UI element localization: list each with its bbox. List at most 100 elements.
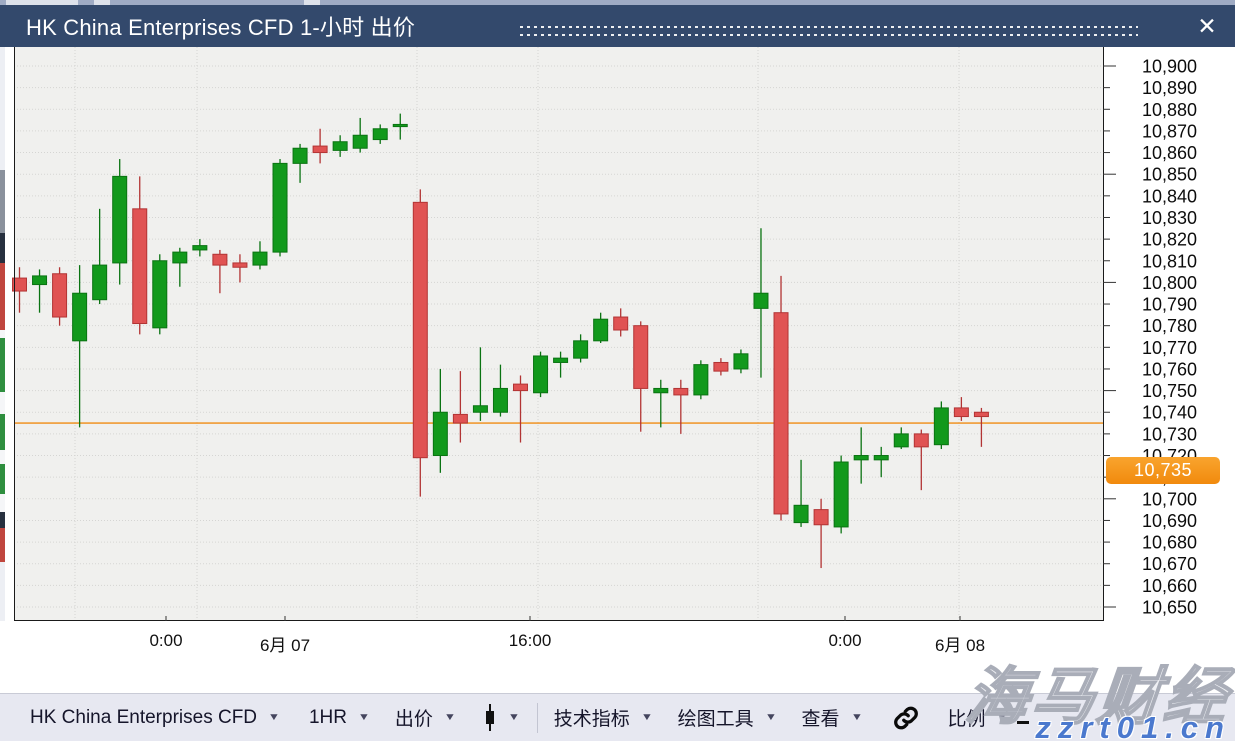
candle-body — [893, 433, 909, 448]
candle-body — [953, 407, 969, 418]
drawing-tools-dropdown[interactable]: 绘图工具 ▼ — [677, 704, 777, 731]
candles — [12, 113, 989, 569]
chevron-down-icon: ▼ — [357, 712, 371, 723]
background-fragment — [0, 464, 5, 494]
chevron-down-icon: ▼ — [764, 712, 777, 723]
window-titlebar[interactable]: HK China Enterprises CFD 1-小时 出价 ✕ — [0, 5, 1235, 47]
drawing-tools-label: 绘图工具 — [677, 709, 754, 730]
price-axis-label: 10,840 — [1142, 186, 1197, 206]
price-axis-label: 10,670 — [1142, 554, 1197, 574]
candle-body — [132, 208, 148, 325]
candle-body — [873, 455, 889, 461]
candle-body — [833, 461, 849, 528]
price-axis-label: 10,800 — [1142, 273, 1197, 293]
background-tab — [6, 0, 78, 5]
chevron-down-icon: ▼ — [267, 712, 281, 723]
candle-body — [613, 316, 629, 331]
candle-body — [553, 357, 569, 363]
window-title: HK China Enterprises CFD 1-小时 出价 — [26, 15, 416, 40]
chart-type-dropdown[interactable]: ▼ — [481, 704, 520, 731]
price-axis-label: 10,660 — [1142, 576, 1197, 596]
current-price-tag: 10,735 — [1106, 456, 1220, 484]
price-type-label: 出价 — [394, 709, 433, 730]
link-button[interactable] — [891, 703, 921, 733]
candle-body — [773, 312, 789, 515]
chevron-down-icon: ▼ — [507, 712, 520, 723]
candle-body — [92, 264, 108, 301]
candle-body — [112, 175, 128, 264]
price-axis-label: 10,730 — [1142, 424, 1197, 444]
candle-body — [933, 407, 949, 446]
minimize-dash[interactable] — [1017, 721, 1030, 724]
view-dropdown[interactable]: 查看 ▼ — [802, 704, 863, 731]
price-axis-label: 10,890 — [1142, 78, 1197, 98]
timeframe-dropdown[interactable]: 1HR ▼ — [308, 706, 371, 729]
price-axis[interactable]: 10,90010,89010,88010,87010,86010,85010,8… — [1103, 57, 1197, 618]
price-type-dropdown[interactable]: 出价 ▼ — [394, 704, 457, 731]
candle-body — [12, 277, 27, 292]
candle-body — [72, 292, 88, 342]
background-fragment — [0, 494, 5, 512]
candle-body — [52, 273, 68, 318]
price-axis-label: 10,790 — [1142, 295, 1197, 315]
candle-body — [913, 433, 929, 448]
candle-body — [713, 361, 729, 372]
window-drag-handle[interactable] — [520, 25, 1138, 37]
time-axis[interactable]: 0:00 6月 07 16:00 0:00 6月 08 — [0, 621, 1235, 662]
chevron-down-icon: ▼ — [443, 712, 457, 723]
candle-body — [352, 134, 368, 149]
price-axis-label: 10,770 — [1142, 338, 1197, 358]
indicators-label: 技术指标 — [553, 709, 630, 730]
price-axis-label: 10,750 — [1142, 381, 1197, 401]
price-axis-label: 10,880 — [1142, 100, 1197, 120]
background-window-strip — [0, 0, 1235, 5]
symbol-dropdown[interactable]: HK China Enterprises CFD ▼ — [30, 706, 281, 729]
chart-area[interactable]: 10,900 10,890 10,880 10,870 10,860 10,850 10,8… — [0, 47, 1235, 621]
background-fragment — [0, 338, 5, 392]
chevron-down-icon: ▼ — [850, 712, 863, 723]
candle-body — [973, 411, 989, 418]
candle-body — [192, 245, 208, 251]
background-fragment — [0, 414, 5, 450]
chart-plot[interactable]: 10,90010,89010,88010,87010,86010,85010,8… — [0, 47, 1235, 621]
candle-body — [853, 455, 869, 461]
candle-body — [172, 251, 188, 264]
background-fragment — [0, 450, 5, 464]
background-fragment — [0, 562, 5, 621]
candle-body — [252, 251, 268, 266]
candlestick-icon — [483, 704, 497, 731]
background-fragment — [0, 392, 5, 414]
candle-body — [653, 387, 669, 394]
price-axis-label: 10,690 — [1142, 511, 1197, 531]
background-tab — [94, 0, 110, 5]
chevron-down-icon: ▼ — [640, 712, 653, 723]
symbol-label: HK China Enterprises CFD — [30, 706, 258, 728]
scale-label: 比例 — [947, 709, 986, 730]
candle-body — [793, 504, 809, 524]
scale-dropdown[interactable]: 比例 ▼ — [947, 704, 1008, 731]
candle-body — [633, 325, 649, 389]
candle-body — [733, 353, 749, 370]
candle-body — [272, 162, 288, 253]
time-ticks — [165, 616, 961, 621]
timeframe-label: 1HR — [308, 706, 347, 728]
time-axis-label: 0:00 — [149, 631, 183, 650]
candle-body — [533, 355, 549, 394]
candle-body — [432, 411, 448, 457]
candle-body — [212, 253, 228, 266]
candle-body — [372, 128, 388, 141]
candle-body — [392, 123, 408, 128]
price-axis-label: 10,830 — [1142, 208, 1197, 228]
price-axis-label: 10,650 — [1142, 598, 1197, 618]
link-icon — [894, 706, 919, 729]
price-axis-label: 10,850 — [1142, 165, 1197, 185]
price-axis-label: 10,760 — [1142, 359, 1197, 379]
price-axis-label: 10,740 — [1142, 403, 1197, 423]
candle-body — [513, 383, 528, 392]
background-fragment — [0, 512, 5, 528]
candle-body — [232, 262, 248, 268]
candle-body — [492, 387, 508, 413]
candle-body — [332, 141, 348, 151]
close-button[interactable]: ✕ — [1197, 13, 1217, 39]
indicators-dropdown[interactable]: 技术指标 ▼ — [553, 704, 653, 731]
